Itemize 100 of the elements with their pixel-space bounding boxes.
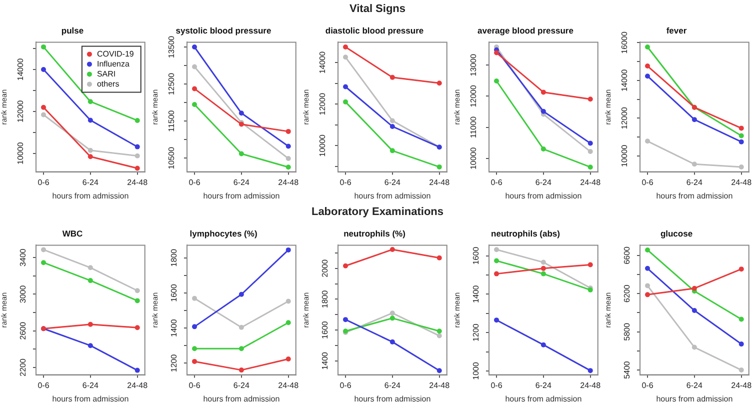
y-tick-label: 13000 (469, 53, 478, 76)
point (88, 148, 93, 153)
point (88, 265, 93, 270)
point (692, 162, 697, 167)
x-tick-label: 6-24 (686, 178, 703, 187)
y-tick-label: 1200 (169, 354, 178, 372)
point (494, 318, 500, 323)
y-tick-label: 3400 (18, 248, 28, 266)
point (692, 308, 697, 314)
chart-title: WBC (62, 228, 83, 238)
point (192, 358, 198, 364)
point (238, 368, 244, 373)
y-tick-label: 1400 (320, 351, 330, 370)
point (192, 346, 198, 352)
point (286, 320, 291, 326)
y-tick-label: 10500 (167, 146, 176, 170)
point (436, 164, 442, 170)
point (238, 151, 244, 156)
point (134, 368, 140, 373)
point (692, 344, 697, 350)
y-tick-label: 14000 (620, 68, 630, 92)
y-tick-label: 1400 (471, 284, 480, 304)
point (343, 54, 348, 60)
x-axis-title: hours from admission (656, 394, 733, 404)
x-tick-label: 0-6 (490, 178, 503, 187)
point (645, 247, 650, 252)
point (134, 144, 140, 150)
point (540, 342, 546, 348)
chart-title: systolic blood pressure (176, 25, 272, 36)
y-tick-label: 10000 (469, 146, 478, 170)
point (645, 74, 650, 79)
y-tick-label: 10000 (620, 144, 630, 167)
point (134, 298, 140, 304)
x-tick-label: 0-6 (38, 380, 50, 390)
y-tick-label: 1200 (471, 323, 480, 342)
x-tick-label: 6-24 (384, 178, 401, 187)
point (540, 266, 546, 271)
legend-label: Influenza (96, 59, 130, 68)
point (343, 263, 348, 268)
point (390, 148, 395, 154)
point (494, 271, 500, 276)
point (738, 133, 744, 138)
point (88, 118, 93, 123)
point (738, 368, 744, 373)
x-tick-label: 24-48 (731, 380, 752, 390)
x-tick-label: 6-24 (535, 380, 552, 390)
point (540, 146, 546, 152)
x-tick-label: 0-6 (340, 380, 352, 390)
point (588, 140, 593, 146)
y-tick-label: 3000 (18, 284, 28, 304)
x-tick-label: 24-48 (731, 178, 752, 187)
chart-title: neutrophils (%) (344, 228, 406, 238)
point (286, 356, 291, 362)
point (192, 102, 198, 108)
y-tick-label: 14000 (16, 58, 26, 81)
point (41, 44, 46, 50)
point (238, 346, 244, 352)
x-tick-label: 6-24 (384, 380, 401, 390)
point (192, 44, 198, 50)
y-tick-label: 11000 (469, 116, 478, 138)
point (390, 124, 395, 129)
text: Vital Signs (348, 3, 407, 15)
point (286, 247, 291, 252)
y-tick-label: 5400 (622, 360, 632, 379)
y-tick-label: 2600 (18, 321, 28, 340)
point (494, 258, 500, 264)
point (738, 342, 744, 347)
point (645, 44, 650, 50)
x-tick-label: 0-6 (38, 178, 50, 187)
y-tick-label: 14000 (318, 50, 328, 74)
x-tick-label: 0-6 (490, 380, 503, 390)
point (588, 368, 593, 374)
point (738, 126, 744, 131)
point (494, 78, 500, 84)
point (390, 310, 395, 316)
point (41, 104, 46, 110)
x-tick-label: 24-48 (580, 380, 602, 390)
y-tick-label: 13500 (167, 35, 176, 58)
x-tick-label: 24-48 (127, 178, 148, 187)
point (436, 333, 442, 338)
x-axis-title: hours from admission (203, 394, 280, 404)
x-axis-title: hours from admission (505, 191, 582, 200)
y-tick-label: 2200 (18, 358, 28, 376)
point (436, 368, 442, 374)
y-tick-label: 10000 (16, 142, 26, 164)
y-tick-label: 1600 (471, 246, 480, 265)
x-tick-label: 0-6 (642, 380, 654, 390)
legend-label: others (96, 79, 120, 88)
point (692, 117, 697, 122)
point (41, 247, 46, 252)
point (588, 262, 593, 268)
y-tick-label: 12000 (620, 106, 630, 130)
y-tick-label: 6200 (622, 284, 632, 303)
point (192, 86, 198, 92)
x-tick-label: 6-24 (535, 178, 552, 187)
y-tick-label: 1000 (471, 362, 480, 380)
point (738, 164, 744, 170)
point (41, 260, 46, 266)
x-axis-title: hours from admission (52, 394, 129, 404)
legend-label: COVID-19 (96, 49, 134, 58)
